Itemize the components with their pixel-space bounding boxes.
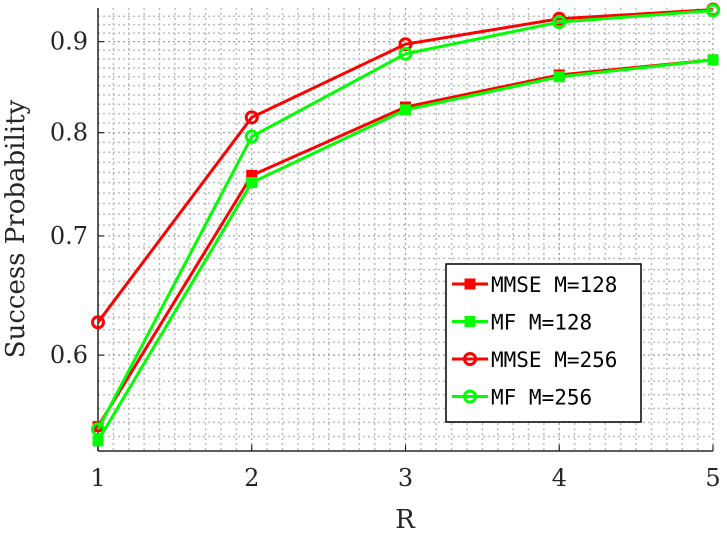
legend: MMSE M=128 MF M=128 MMSE M=256 MF M=256 bbox=[445, 263, 642, 423]
x-tick-label: 4 bbox=[552, 464, 567, 492]
legend-label: MMSE M=256 bbox=[491, 348, 617, 372]
x-axis-label: R bbox=[395, 505, 416, 535]
data-point bbox=[91, 422, 105, 437]
legend-label: MF M=128 bbox=[491, 311, 592, 335]
legend-swatch-marker bbox=[464, 316, 476, 327]
x-tick-label: 2 bbox=[244, 464, 259, 492]
data-point bbox=[707, 54, 719, 66]
series-line bbox=[96, 8, 714, 431]
series bbox=[91, 2, 720, 447]
x-tick-label: 3 bbox=[398, 464, 413, 492]
series-line bbox=[96, 8, 714, 324]
data-point bbox=[398, 46, 413, 61]
data-point bbox=[706, 3, 720, 18]
x-tick-label: 1 bbox=[90, 464, 105, 492]
data-point bbox=[91, 315, 105, 330]
legend-swatch-marker bbox=[463, 352, 477, 366]
y-tick-label: 0.9 bbox=[50, 28, 88, 56]
legend-swatch-marker bbox=[464, 278, 476, 290]
x-tick-label: 5 bbox=[705, 464, 720, 492]
y-tick-label: 0.8 bbox=[50, 119, 88, 147]
y-tick-label: 0.7 bbox=[50, 222, 88, 250]
y-axis-label: Success Probability bbox=[1, 99, 31, 358]
legend-swatch-marker bbox=[463, 389, 477, 404]
data-point bbox=[400, 104, 411, 116]
data-point bbox=[246, 177, 258, 189]
x-tick-labels: 1 2 3 4 5 bbox=[90, 445, 721, 492]
legend-label: MF M=256 bbox=[491, 386, 592, 410]
y-tick-labels: 0.6 0.7 0.8 0.9 bbox=[50, 28, 104, 369]
data-point bbox=[244, 110, 259, 125]
grid bbox=[97, 8, 714, 451]
y-tick-label: 0.6 bbox=[50, 341, 88, 369]
data-point bbox=[552, 15, 567, 30]
data-point bbox=[553, 71, 565, 83]
data-point bbox=[92, 435, 104, 447]
data-point bbox=[244, 129, 259, 144]
legend-label: MMSE M=128 bbox=[491, 273, 617, 297]
